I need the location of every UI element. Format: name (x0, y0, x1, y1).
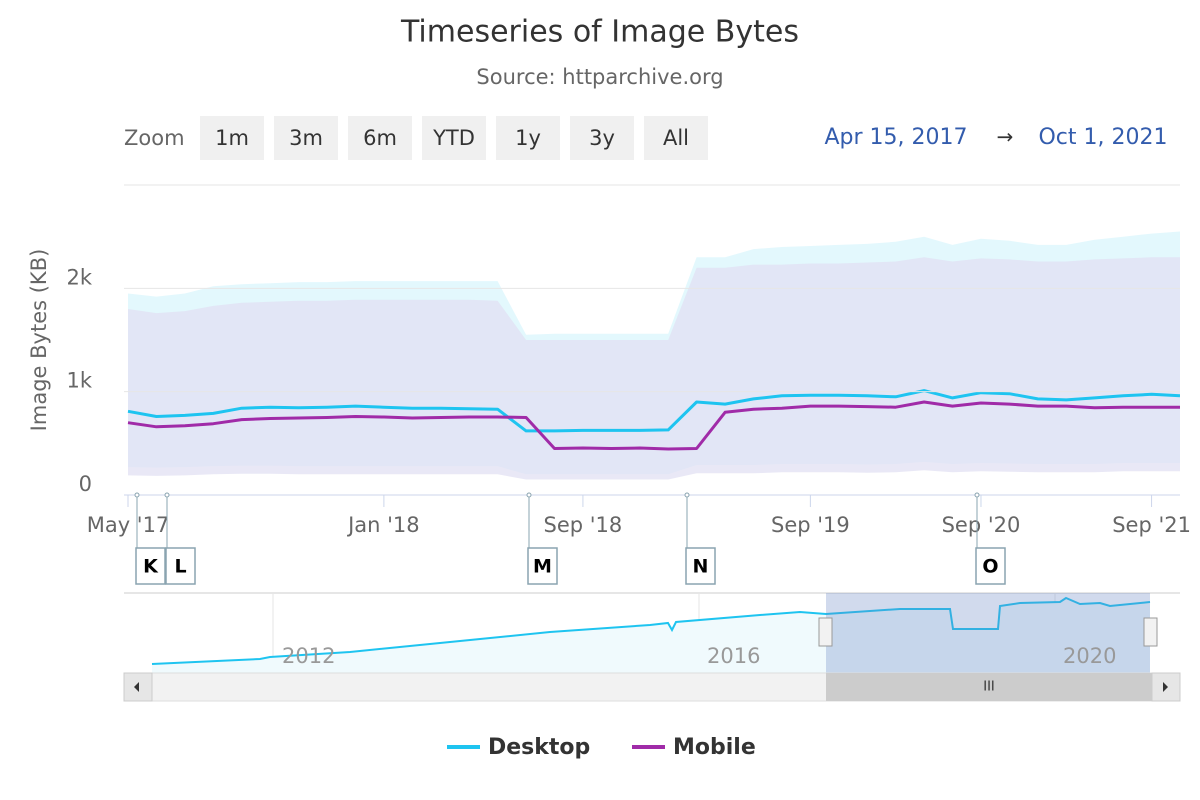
zoom-button[interactable] (348, 116, 412, 160)
flag-box[interactable] (685, 547, 716, 585)
zoom-button-label[interactable]: 3m (289, 126, 323, 150)
zoom-button[interactable] (496, 116, 560, 160)
navigator-handle[interactable] (1143, 617, 1158, 647)
flag-dot (974, 492, 980, 498)
flag-dot (164, 492, 170, 498)
plot-area (127, 231, 1180, 480)
scroll-thumb-grip: III (983, 680, 995, 695)
range-to[interactable]: Oct 1, 2021 (1038, 125, 1167, 150)
chart-title: Timeseries of Image Bytes (400, 15, 799, 50)
zoom-button-label[interactable]: All (663, 126, 689, 150)
zoom-button-label[interactable]: 1y (515, 126, 541, 150)
flag-box[interactable] (135, 547, 166, 585)
flag-dot (526, 492, 532, 498)
scroll-left[interactable] (123, 672, 153, 702)
series-line (127, 400, 1180, 451)
zoom-button-label[interactable]: YTD (432, 126, 475, 150)
navigator-label: 2020 (1063, 644, 1116, 668)
zoom-button-label[interactable]: 6m (363, 126, 397, 150)
flag-box[interactable] (165, 547, 196, 585)
flag-label[interactable]: L (174, 556, 186, 578)
zoom-button[interactable] (570, 116, 634, 160)
scroll-thumb[interactable] (826, 673, 1152, 701)
flag-label[interactable]: N (693, 556, 709, 578)
y-axis-title: Image Bytes (KB) (27, 249, 51, 432)
navigator-handle[interactable] (818, 617, 833, 647)
flag-label[interactable]: K (143, 556, 159, 578)
range-arrow: → (997, 125, 1014, 149)
x-tick-label: Jan '18 (346, 513, 420, 537)
flag-label[interactable]: O (982, 556, 998, 578)
navigator-label: 2016 (707, 644, 760, 668)
scroll-right-arrow (1163, 682, 1168, 692)
zoom-label: Zoom (124, 126, 185, 150)
range-band (128, 257, 1180, 480)
x-tick-label: May '17 (87, 513, 170, 537)
zoom-button[interactable] (274, 116, 338, 160)
y-tick-label: 0 (79, 472, 92, 496)
chart-subtitle: Source: httparchive.org (476, 65, 723, 89)
x-tick-label: Sep '18 (544, 513, 623, 537)
flag-dot (684, 492, 690, 498)
scroll-left-arrow (134, 682, 139, 692)
zoom-button-label[interactable]: 1m (215, 126, 249, 150)
navigator-line (151, 596, 1151, 665)
y-tick-label: 1k (66, 369, 92, 393)
series-line (127, 389, 1180, 433)
x-tick-label: Sep '21 (1112, 513, 1191, 537)
flag-box[interactable] (527, 547, 558, 585)
navigator-selection[interactable] (826, 593, 1150, 673)
navigator-label: 2012 (282, 644, 335, 668)
zoom-button[interactable] (644, 116, 708, 160)
range-from[interactable]: Apr 15, 2017 (824, 125, 967, 150)
x-tick-label: Sep '20 (942, 513, 1021, 537)
flag-dot (134, 492, 140, 498)
zoom-button[interactable] (200, 116, 264, 160)
x-tick-label: Sep '19 (771, 513, 850, 537)
flag-box[interactable] (975, 547, 1006, 585)
flag-label[interactable]: M (533, 556, 552, 578)
navigator-area (152, 598, 1150, 673)
zoom-button-label[interactable]: 3y (589, 126, 615, 150)
y-tick-label: 2k (66, 265, 92, 289)
zoom-button[interactable] (422, 116, 486, 160)
legend-label[interactable]: Desktop (488, 735, 590, 760)
legend-label[interactable]: Mobile (673, 735, 756, 760)
